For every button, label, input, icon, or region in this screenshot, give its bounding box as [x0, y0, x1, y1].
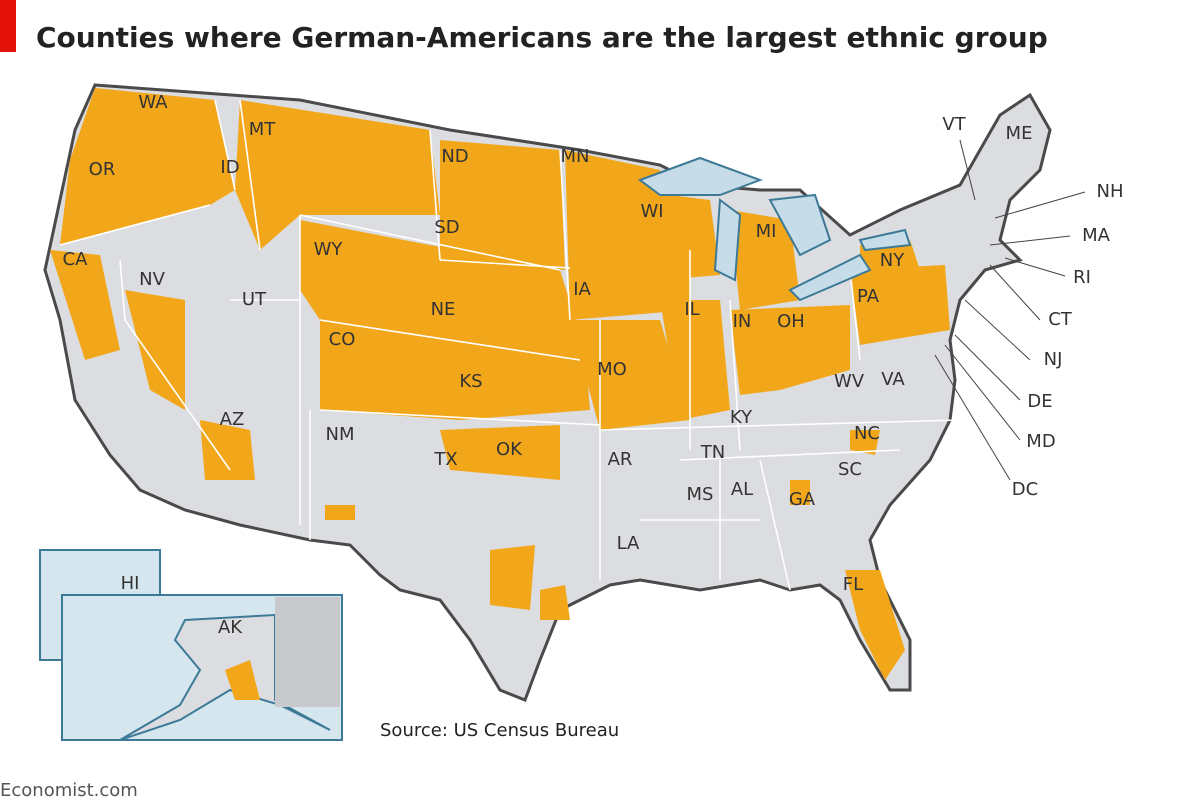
state-label: NE	[431, 299, 456, 320]
state-label: LA	[617, 533, 640, 554]
german-county-area	[730, 210, 800, 310]
state-label: NC	[854, 423, 880, 444]
source: Source: US Census Bureau	[380, 720, 619, 741]
german-county-area	[300, 220, 590, 420]
german-county-area	[50, 250, 120, 360]
german-county-area	[490, 545, 535, 610]
state-label: MT	[249, 119, 277, 140]
german-county-area	[790, 480, 810, 505]
state-label: IA	[573, 279, 591, 300]
footer: Economist.com	[0, 780, 138, 801]
leader-line	[944, 344, 1021, 441]
state-label: TN	[700, 442, 725, 463]
state-label: VA	[881, 369, 905, 390]
state-label: MD	[1026, 431, 1055, 452]
state-label: NH	[1097, 181, 1124, 202]
state-label: DC	[1012, 479, 1038, 500]
leader-line	[954, 334, 1021, 401]
state-label: WY	[314, 239, 344, 260]
title: Counties where German-Americans are the …	[36, 21, 1048, 54]
map-shape	[858, 228, 912, 252]
great-lakes	[637, 156, 912, 302]
leader-line	[994, 191, 1086, 219]
state-label: SC	[838, 459, 862, 480]
german-county-area	[440, 425, 560, 480]
state-label: MI	[756, 221, 777, 242]
state-label: UT	[242, 289, 267, 310]
state-label: NJ	[1044, 349, 1063, 370]
leader-lines	[934, 139, 1086, 481]
state-label: IN	[733, 311, 752, 332]
german-county-area	[225, 660, 260, 700]
map-shape	[713, 198, 742, 282]
state-label: DE	[1027, 391, 1052, 412]
leader-line	[934, 354, 1011, 481]
german-county-area	[200, 420, 255, 480]
state-label: OR	[89, 159, 116, 180]
state-label: IL	[684, 299, 699, 320]
map-shape	[637, 156, 763, 196]
map-shape	[788, 253, 872, 302]
german-county-area	[850, 430, 880, 455]
state-label: GA	[789, 489, 816, 510]
german-county-area	[325, 505, 355, 520]
german-county-area	[540, 585, 570, 620]
brand-tag	[0, 0, 16, 52]
german-county-area	[630, 190, 720, 280]
german-county-area	[60, 88, 235, 245]
state-label: MN	[561, 146, 590, 167]
leader-line	[989, 264, 1041, 321]
state-label: CT	[1048, 309, 1073, 330]
state-label: NY	[880, 250, 905, 271]
state-label: PA	[857, 286, 880, 307]
state-label: ID	[220, 157, 239, 178]
leader-line	[964, 299, 1031, 361]
state-label: KS	[459, 371, 482, 392]
leader-line	[989, 235, 1071, 246]
state-label: MO	[597, 359, 627, 380]
german-county-area	[660, 300, 730, 420]
state-label: AK	[218, 617, 243, 638]
leader-line	[959, 139, 976, 201]
state-label: CA	[63, 249, 89, 270]
german-county-area	[845, 570, 905, 680]
state-label: NM	[326, 424, 355, 445]
state-label: WA	[138, 92, 168, 113]
state-label: RI	[1073, 267, 1091, 288]
canada-area	[275, 597, 340, 707]
state-label: WI	[640, 201, 663, 222]
state-label: TX	[433, 449, 457, 470]
state-label: AZ	[220, 409, 245, 430]
state-label: ME	[1006, 123, 1033, 144]
german-county-area	[440, 140, 565, 270]
map	[43, 83, 1052, 702]
state-label: OK	[496, 439, 523, 460]
state-label: CO	[329, 329, 356, 350]
state-borders	[59, 99, 961, 591]
state-label: AR	[608, 449, 633, 470]
state-label: WV	[834, 371, 865, 392]
state-label: VT	[942, 114, 966, 135]
state-label: FL	[843, 574, 863, 595]
state-label: NV	[139, 269, 165, 290]
german-county-area	[125, 290, 185, 410]
german-county-area	[730, 305, 850, 395]
state-label: ND	[441, 146, 468, 167]
state-label: MA	[1082, 225, 1111, 246]
german-county-area	[850, 265, 950, 345]
map-shape	[59, 99, 961, 591]
state-label: OH	[777, 311, 805, 332]
state-label: SD	[434, 217, 459, 238]
state-label: KY	[730, 407, 753, 428]
state-label: AL	[731, 479, 753, 500]
german-county-area	[235, 100, 440, 250]
leader-line	[1004, 257, 1066, 277]
map-shape	[768, 193, 832, 257]
state-labels: WA OR CA NV ID MT WY UT AZ CO NM ND SD N…	[63, 92, 1124, 638]
insets	[39, 549, 343, 741]
state-label: HI	[121, 573, 140, 594]
state-label: MS	[687, 484, 714, 505]
